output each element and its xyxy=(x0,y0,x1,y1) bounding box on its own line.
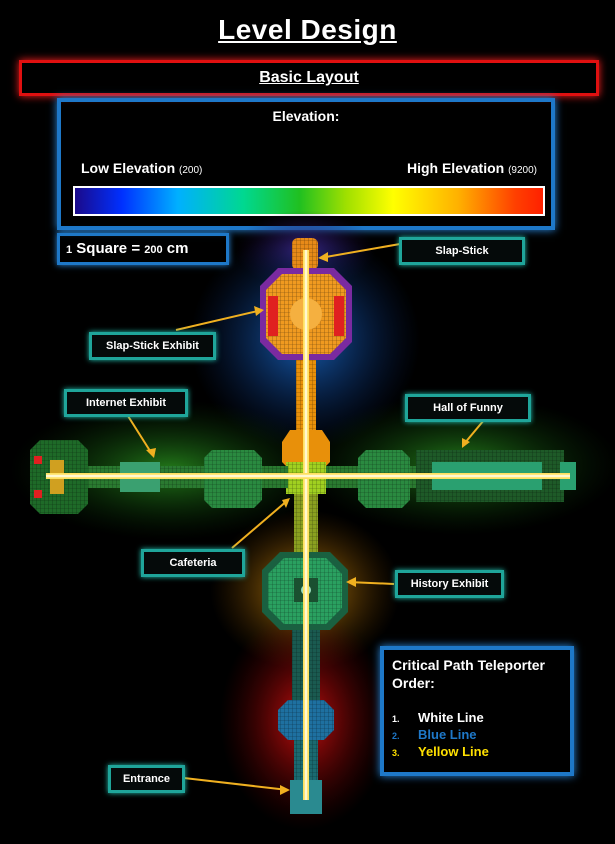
elevation-title: Elevation: xyxy=(272,108,340,124)
scale-number: 1 xyxy=(66,244,73,256)
low-elevation-value: (200) xyxy=(179,165,203,176)
high-elevation-text: High Elevation xyxy=(406,160,505,176)
legend-item-yellow: 3. Yellow Line xyxy=(392,744,562,759)
legend-item-text: Blue Line xyxy=(418,727,477,742)
label-entrance: Entrance xyxy=(108,765,185,793)
label-slap-stick-exhibit: Slap-Stick Exhibit xyxy=(89,332,216,360)
legend-item-blue: 2. Blue Line xyxy=(392,727,562,742)
critical-path-legend: Critical Path Teleporter Order: 1. White … xyxy=(380,646,574,776)
label-slap-stick: Slap-Stick xyxy=(399,237,525,265)
legend-item-text: Yellow Line xyxy=(418,744,489,759)
scale-text: Square = xyxy=(76,240,145,257)
high-elevation-value: (9200) xyxy=(508,165,537,176)
annotation-arrows xyxy=(127,243,485,795)
scale-label: 1 Square = 200 cm xyxy=(57,233,229,265)
scale-unit: cm xyxy=(166,240,189,257)
legend-item-white: 1. White Line xyxy=(392,710,562,725)
high-elevation-label: High Elevation (9200) xyxy=(407,160,537,176)
legend-title: Critical Path Teleporter Order: xyxy=(392,657,546,691)
critical-path-lines xyxy=(46,250,570,800)
label-internet-exhibit: Internet Exhibit xyxy=(64,389,188,417)
scale-value: 200 xyxy=(144,244,163,256)
label-history-exhibit: History Exhibit xyxy=(395,570,504,598)
legend-item-number: 2. xyxy=(392,731,400,741)
legend-item-text: White Line xyxy=(418,710,484,725)
legend-item-number: 3. xyxy=(392,748,400,758)
legend-item-number: 1. xyxy=(392,714,400,724)
page-title: Level Design xyxy=(218,14,397,45)
label-cafeteria: Cafeteria xyxy=(141,549,245,577)
subtitle-banner: Basic Layout xyxy=(19,60,599,96)
low-elevation-label: Low Elevation (200) xyxy=(81,160,202,176)
label-hall-of-funny: Hall of Funny xyxy=(405,394,531,422)
low-elevation-text: Low Elevation xyxy=(81,160,176,176)
